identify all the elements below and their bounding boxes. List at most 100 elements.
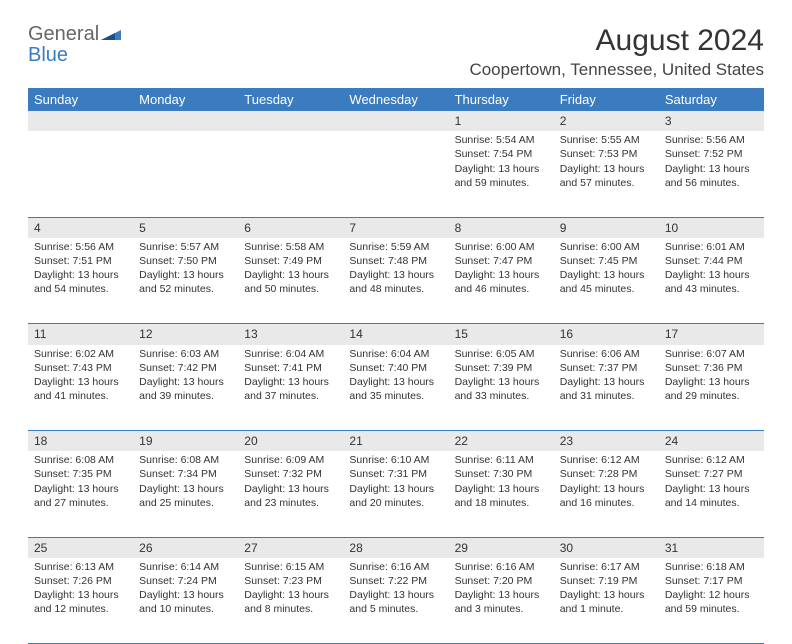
sunset-text: Sunset: 7:32 PM [244,467,337,481]
sunset-text: Sunset: 7:23 PM [244,574,337,588]
day-number: 3 [665,114,672,128]
sunset-text: Sunset: 7:27 PM [665,467,758,481]
daylight-text: Daylight: 13 hours and 10 minutes. [139,588,232,616]
logo-text-general: General [28,23,99,45]
sunrise-text: Sunrise: 6:15 AM [244,560,337,574]
day-number-cell: 13 [238,324,343,345]
day-cell: Sunrise: 5:57 AMSunset: 7:50 PMDaylight:… [133,238,238,324]
day-number-cell: 11 [28,324,133,345]
day-number-cell: 19 [133,431,238,452]
day-number: 29 [455,541,468,555]
sunrise-text: Sunrise: 6:16 AM [455,560,548,574]
day-content: Sunrise: 6:08 AMSunset: 7:34 PMDaylight:… [133,451,238,514]
day-cell: Sunrise: 5:56 AMSunset: 7:52 PMDaylight:… [659,131,764,217]
day-cell: Sunrise: 6:12 AMSunset: 7:27 PMDaylight:… [659,451,764,537]
day-cell: Sunrise: 6:00 AMSunset: 7:47 PMDaylight:… [449,238,554,324]
sunset-text: Sunset: 7:20 PM [455,574,548,588]
sunrise-text: Sunrise: 6:05 AM [455,347,548,361]
sunset-text: Sunset: 7:24 PM [139,574,232,588]
day-content: Sunrise: 6:07 AMSunset: 7:36 PMDaylight:… [659,345,764,408]
sunrise-text: Sunrise: 6:00 AM [455,240,548,254]
day-number: 21 [349,434,362,448]
day-number-row: 25262728293031 [28,537,764,558]
sunrise-text: Sunrise: 6:02 AM [34,347,127,361]
daylight-text: Daylight: 13 hours and 27 minutes. [34,482,127,510]
day-number-cell: 4 [28,217,133,238]
daylight-text: Daylight: 13 hours and 12 minutes. [34,588,127,616]
day-content: Sunrise: 6:15 AMSunset: 7:23 PMDaylight:… [238,558,343,621]
sunrise-text: Sunrise: 6:12 AM [665,453,758,467]
sunset-text: Sunset: 7:54 PM [455,147,548,161]
sunrise-text: Sunrise: 6:08 AM [34,453,127,467]
day-number-cell: 26 [133,537,238,558]
sunset-text: Sunset: 7:35 PM [34,467,127,481]
calendar-body: 123Sunrise: 5:54 AMSunset: 7:54 PMDaylig… [28,111,764,644]
weekday-header-row: Sunday Monday Tuesday Wednesday Thursday… [28,88,764,111]
day-number: 7 [349,221,356,235]
day-cell: Sunrise: 6:01 AMSunset: 7:44 PMDaylight:… [659,238,764,324]
daylight-text: Daylight: 13 hours and 33 minutes. [455,375,548,403]
sunrise-text: Sunrise: 6:16 AM [349,560,442,574]
day-number-cell [133,111,238,131]
day-content: Sunrise: 6:12 AMSunset: 7:27 PMDaylight:… [659,451,764,514]
week-row: Sunrise: 6:13 AMSunset: 7:26 PMDaylight:… [28,558,764,644]
daylight-text: Daylight: 13 hours and 35 minutes. [349,375,442,403]
day-cell: Sunrise: 6:13 AMSunset: 7:26 PMDaylight:… [28,558,133,644]
sunrise-text: Sunrise: 6:04 AM [349,347,442,361]
day-cell: Sunrise: 6:06 AMSunset: 7:37 PMDaylight:… [554,345,659,431]
day-number-cell: 12 [133,324,238,345]
day-cell: Sunrise: 6:08 AMSunset: 7:35 PMDaylight:… [28,451,133,537]
day-number-cell: 21 [343,431,448,452]
day-number: 15 [455,327,468,341]
day-cell: Sunrise: 6:03 AMSunset: 7:42 PMDaylight:… [133,345,238,431]
day-content: Sunrise: 6:16 AMSunset: 7:20 PMDaylight:… [449,558,554,621]
day-cell: Sunrise: 6:00 AMSunset: 7:45 PMDaylight:… [554,238,659,324]
daylight-text: Daylight: 13 hours and 37 minutes. [244,375,337,403]
day-number-cell: 10 [659,217,764,238]
daylight-text: Daylight: 13 hours and 16 minutes. [560,482,653,510]
daylight-text: Daylight: 13 hours and 18 minutes. [455,482,548,510]
day-content: Sunrise: 5:55 AMSunset: 7:53 PMDaylight:… [554,131,659,194]
daylight-text: Daylight: 13 hours and 59 minutes. [455,162,548,190]
weekday-header: Friday [554,88,659,111]
sunset-text: Sunset: 7:47 PM [455,254,548,268]
weekday-header: Monday [133,88,238,111]
day-number: 26 [139,541,152,555]
day-cell [133,131,238,217]
sunrise-text: Sunrise: 5:59 AM [349,240,442,254]
day-number: 27 [244,541,257,555]
day-number: 12 [139,327,152,341]
daylight-text: Daylight: 13 hours and 8 minutes. [244,588,337,616]
sunset-text: Sunset: 7:42 PM [139,361,232,375]
day-cell: Sunrise: 6:17 AMSunset: 7:19 PMDaylight:… [554,558,659,644]
sunset-text: Sunset: 7:39 PM [455,361,548,375]
calendar-table: Sunday Monday Tuesday Wednesday Thursday… [28,88,764,644]
day-cell: Sunrise: 5:58 AMSunset: 7:49 PMDaylight:… [238,238,343,324]
day-number-row: 123 [28,111,764,131]
day-number: 25 [34,541,47,555]
day-number: 18 [34,434,47,448]
sunrise-text: Sunrise: 6:12 AM [560,453,653,467]
day-cell: Sunrise: 6:18 AMSunset: 7:17 PMDaylight:… [659,558,764,644]
day-content: Sunrise: 6:00 AMSunset: 7:47 PMDaylight:… [449,238,554,301]
sunrise-text: Sunrise: 6:08 AM [139,453,232,467]
day-number-row: 45678910 [28,217,764,238]
daylight-text: Daylight: 13 hours and 5 minutes. [349,588,442,616]
day-content: Sunrise: 6:13 AMSunset: 7:26 PMDaylight:… [28,558,133,621]
day-content: Sunrise: 5:56 AMSunset: 7:52 PMDaylight:… [659,131,764,194]
day-content: Sunrise: 6:03 AMSunset: 7:42 PMDaylight:… [133,345,238,408]
day-number-cell: 22 [449,431,554,452]
day-cell: Sunrise: 6:11 AMSunset: 7:30 PMDaylight:… [449,451,554,537]
day-content: Sunrise: 6:10 AMSunset: 7:31 PMDaylight:… [343,451,448,514]
sunset-text: Sunset: 7:34 PM [139,467,232,481]
daylight-text: Daylight: 13 hours and 43 minutes. [665,268,758,296]
day-number-cell: 1 [449,111,554,131]
sunrise-text: Sunrise: 5:57 AM [139,240,232,254]
day-number-cell: 24 [659,431,764,452]
sunset-text: Sunset: 7:17 PM [665,574,758,588]
day-number: 30 [560,541,573,555]
daylight-text: Daylight: 13 hours and 23 minutes. [244,482,337,510]
day-number-cell: 9 [554,217,659,238]
day-content: Sunrise: 6:05 AMSunset: 7:39 PMDaylight:… [449,345,554,408]
weekday-header: Tuesday [238,88,343,111]
